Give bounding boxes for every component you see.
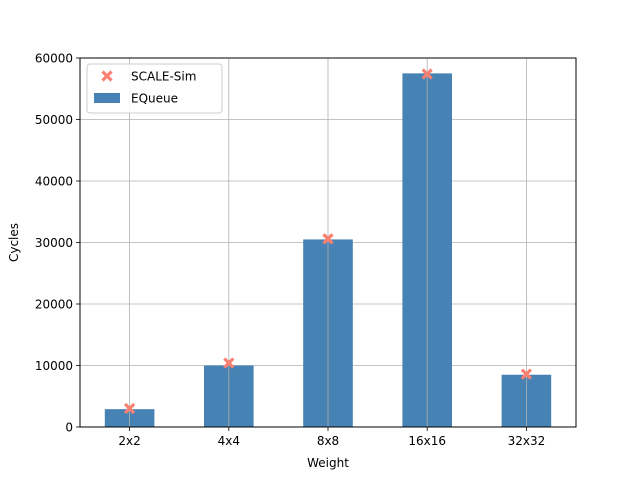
vertical-grid xyxy=(129,58,527,427)
y-tick-label: 40000 xyxy=(35,175,73,189)
x-tick-label: 8x8 xyxy=(317,434,339,448)
y-tick-label: 0 xyxy=(65,421,73,435)
x-tick-label: 4x4 xyxy=(218,434,240,448)
data-marker xyxy=(223,357,235,369)
data-marker xyxy=(322,233,334,245)
x-tick-label: 16x16 xyxy=(408,434,446,448)
x-axis-label: Weight xyxy=(307,456,349,470)
y-axis-label: Cycles xyxy=(7,223,21,262)
legend-item: SCALE-Sim xyxy=(101,70,196,84)
x-tick-label: 2x2 xyxy=(118,434,140,448)
legend-items: SCALE-Sim EQueue xyxy=(94,70,196,106)
legend: SCALE-Sim EQueue xyxy=(86,63,223,114)
x-tick-label: 32x32 xyxy=(508,434,546,448)
y-tick-label: 60000 xyxy=(35,52,73,66)
y-tick-label: 30000 xyxy=(35,236,73,250)
legend-item: EQueue xyxy=(94,92,178,106)
data-marker xyxy=(123,402,136,415)
ticks: 0 10000 20000 30000 40000 50000 60000 2x2 4x4 8x8… xyxy=(35,52,545,449)
legend-marker xyxy=(101,70,113,82)
y-tick-label: 10000 xyxy=(35,359,73,373)
legend-box xyxy=(86,63,223,114)
markers xyxy=(123,68,533,415)
legend-label: SCALE-Sim xyxy=(131,70,196,84)
data-marker xyxy=(520,368,533,380)
y-tick-label: 50000 xyxy=(35,113,73,127)
legend-swatch xyxy=(94,93,120,103)
legend-label: EQueue xyxy=(131,92,178,106)
y-tick-label: 20000 xyxy=(35,298,73,312)
data-marker xyxy=(421,68,433,80)
